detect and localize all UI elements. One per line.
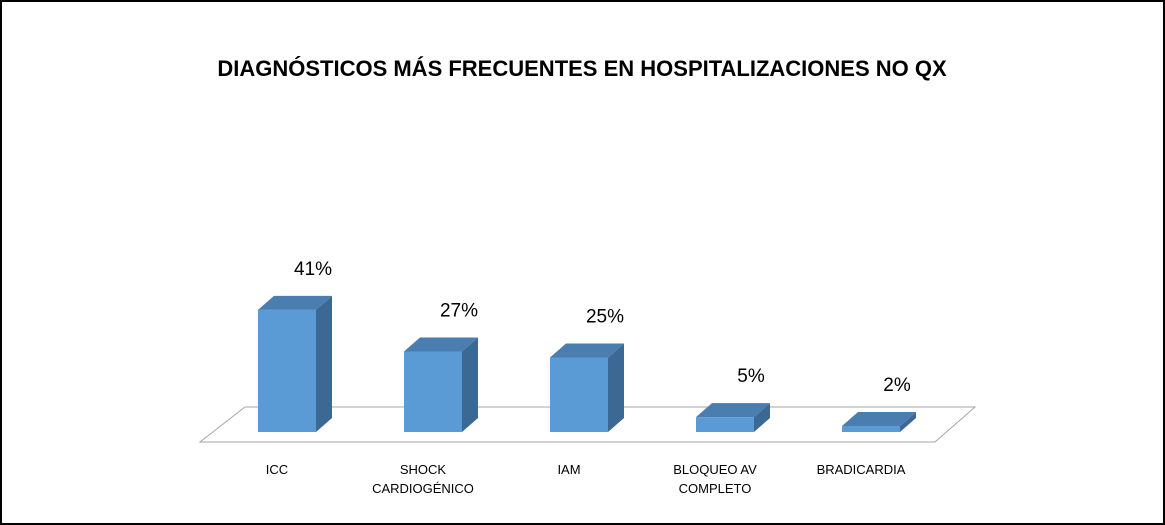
bar-front bbox=[404, 351, 462, 432]
x-tick-label: BRADICARDIA bbox=[816, 462, 906, 477]
bar-top bbox=[696, 403, 770, 418]
bar-side bbox=[900, 412, 916, 432]
bar-front bbox=[696, 417, 754, 432]
value-label: 25% bbox=[586, 307, 624, 328]
value-label: 27% bbox=[440, 301, 478, 322]
value-label: 5% bbox=[737, 366, 765, 387]
bar-side bbox=[608, 343, 624, 432]
x-tick-label: ICC bbox=[265, 462, 289, 477]
bar-top bbox=[258, 295, 332, 310]
bar-front bbox=[550, 357, 608, 432]
bar bbox=[404, 337, 478, 432]
bar bbox=[258, 295, 332, 432]
bar-top bbox=[842, 412, 916, 427]
x-tick-label: BLOQUEO AV COMPLETO bbox=[673, 462, 757, 496]
x-tick-label: SHOCK CARDIOGÉNICO bbox=[372, 462, 474, 496]
bar-front bbox=[258, 309, 316, 432]
bar-side bbox=[754, 403, 770, 432]
bar-top bbox=[550, 343, 624, 358]
bar bbox=[696, 403, 770, 432]
bar-top bbox=[404, 337, 478, 352]
x-tick-label: IAM bbox=[557, 462, 581, 477]
value-label: 41% bbox=[294, 259, 332, 280]
bar bbox=[842, 412, 916, 432]
chart-title: DIAGNÓSTICOS MÁS FRECUENTES EN HOSPITALI… bbox=[217, 56, 947, 81]
bar bbox=[550, 343, 624, 432]
bar-front bbox=[842, 426, 900, 432]
value-label: 2% bbox=[883, 375, 911, 396]
bar-side bbox=[316, 295, 332, 432]
bar-side bbox=[462, 337, 478, 432]
